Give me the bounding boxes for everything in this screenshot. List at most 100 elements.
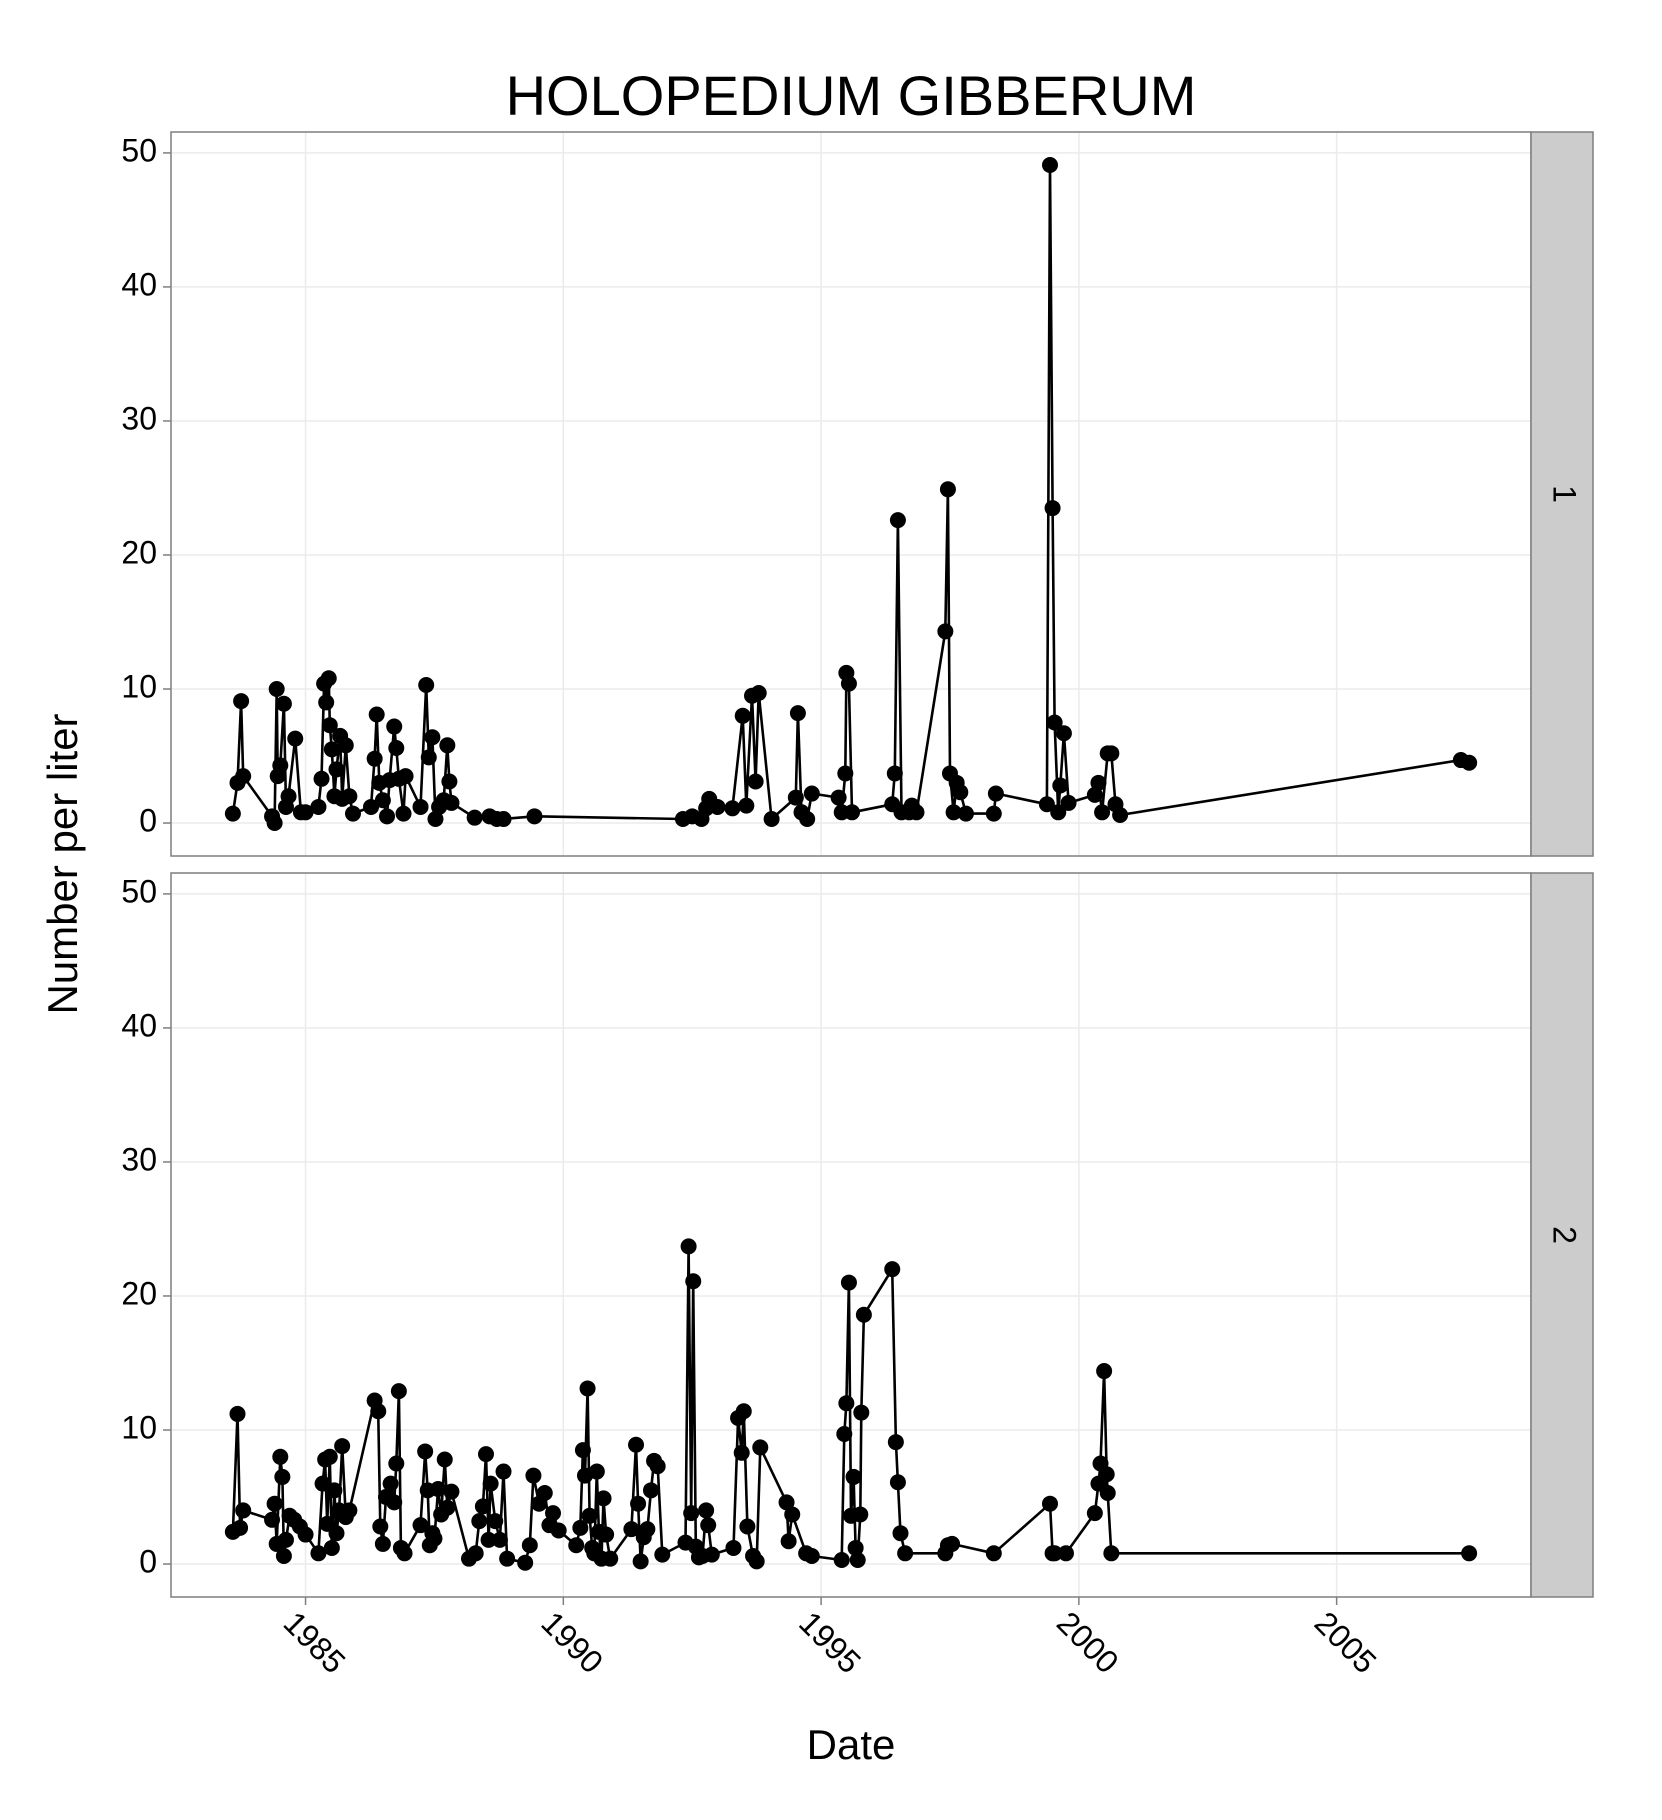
data-point — [229, 1405, 246, 1422]
data-point — [379, 808, 396, 825]
data-point — [703, 1546, 720, 1563]
data-point — [374, 792, 391, 809]
data-point — [884, 1261, 901, 1278]
data-point — [388, 739, 405, 756]
data-point — [287, 730, 304, 747]
data-point — [581, 1507, 598, 1524]
data-point — [985, 1545, 1002, 1562]
data-point — [830, 789, 847, 806]
data-point — [836, 1426, 853, 1443]
data-point — [424, 729, 441, 746]
y-tick-label: 40 — [121, 266, 157, 302]
data-point — [1046, 1545, 1063, 1562]
data-point — [275, 1547, 292, 1564]
strip-label: 2 — [1547, 1226, 1583, 1244]
data-point — [763, 811, 780, 828]
y-tick-label: 30 — [121, 400, 157, 436]
data-point — [318, 694, 335, 711]
data-point — [642, 1482, 659, 1499]
data-point — [1050, 804, 1067, 821]
data-point — [386, 1494, 403, 1511]
data-point — [395, 805, 412, 822]
data-point — [368, 706, 385, 723]
chart-title: HOLOPEDIUM GIBBERUM — [506, 64, 1197, 127]
data-point — [649, 1458, 666, 1475]
data-point — [1041, 156, 1058, 173]
data-point — [482, 1475, 499, 1492]
data-point — [366, 750, 383, 767]
data-point — [595, 1490, 612, 1507]
data-point — [235, 1502, 252, 1519]
data-point — [803, 1547, 820, 1564]
data-point — [266, 1495, 283, 1512]
data-point — [838, 1395, 855, 1412]
strip-label: 1 — [1547, 485, 1583, 503]
data-point — [1112, 806, 1129, 823]
data-point — [985, 805, 1002, 822]
data-point — [232, 1519, 249, 1536]
data-point — [700, 1517, 717, 1534]
data-point — [588, 1463, 605, 1480]
data-point — [374, 1535, 391, 1552]
data-point — [952, 784, 969, 801]
data-point — [224, 805, 241, 822]
data-point — [886, 765, 903, 782]
data-point — [372, 1518, 389, 1535]
data-point — [480, 1531, 497, 1548]
data-point — [491, 1531, 508, 1548]
data-point — [363, 798, 380, 815]
data-point — [439, 737, 456, 754]
data-point — [545, 1505, 562, 1522]
data-point — [908, 804, 925, 821]
data-point — [855, 1306, 872, 1323]
data-point — [887, 1434, 904, 1451]
data-point — [272, 1448, 289, 1465]
data-point — [412, 1517, 429, 1534]
data-point — [747, 773, 764, 790]
data-point — [628, 1436, 645, 1453]
data-point — [739, 1518, 756, 1535]
data-point — [939, 481, 956, 498]
data-point — [323, 741, 340, 758]
data-point — [957, 805, 974, 822]
data-point — [937, 623, 954, 640]
data-point — [443, 1483, 460, 1500]
data-point — [945, 804, 962, 821]
data-point — [525, 1467, 542, 1484]
data-point — [321, 1448, 338, 1465]
data-point — [632, 1553, 649, 1570]
data-point — [370, 1403, 387, 1420]
y-axis-label: Number per liter — [39, 713, 86, 1014]
data-point — [639, 1521, 656, 1538]
data-point — [1099, 1484, 1116, 1501]
y-tick-label: 0 — [139, 802, 157, 838]
data-point — [477, 1446, 494, 1463]
data-point — [738, 797, 755, 814]
data-point — [471, 1513, 488, 1530]
data-point — [889, 512, 906, 529]
data-point — [521, 1537, 538, 1554]
data-point — [944, 1535, 961, 1552]
data-point — [849, 1552, 866, 1569]
data-point — [382, 1475, 399, 1492]
data-point — [426, 1530, 443, 1547]
data-point — [724, 800, 741, 817]
data-point — [313, 770, 330, 787]
data-point — [840, 675, 857, 692]
strip — [1530, 872, 1594, 1598]
data-point — [297, 1526, 314, 1543]
data-point — [789, 705, 806, 722]
data-point — [388, 1455, 405, 1472]
data-point — [499, 1550, 516, 1567]
data-point — [233, 693, 250, 710]
series — [224, 1238, 1478, 1571]
data-point — [441, 773, 458, 790]
data-point — [337, 737, 354, 754]
data-point — [1060, 794, 1077, 811]
data-point — [412, 798, 429, 815]
data-point — [799, 811, 816, 828]
data-point — [778, 1494, 795, 1511]
data-point — [495, 811, 512, 828]
y-tick-label: 50 — [121, 873, 157, 909]
